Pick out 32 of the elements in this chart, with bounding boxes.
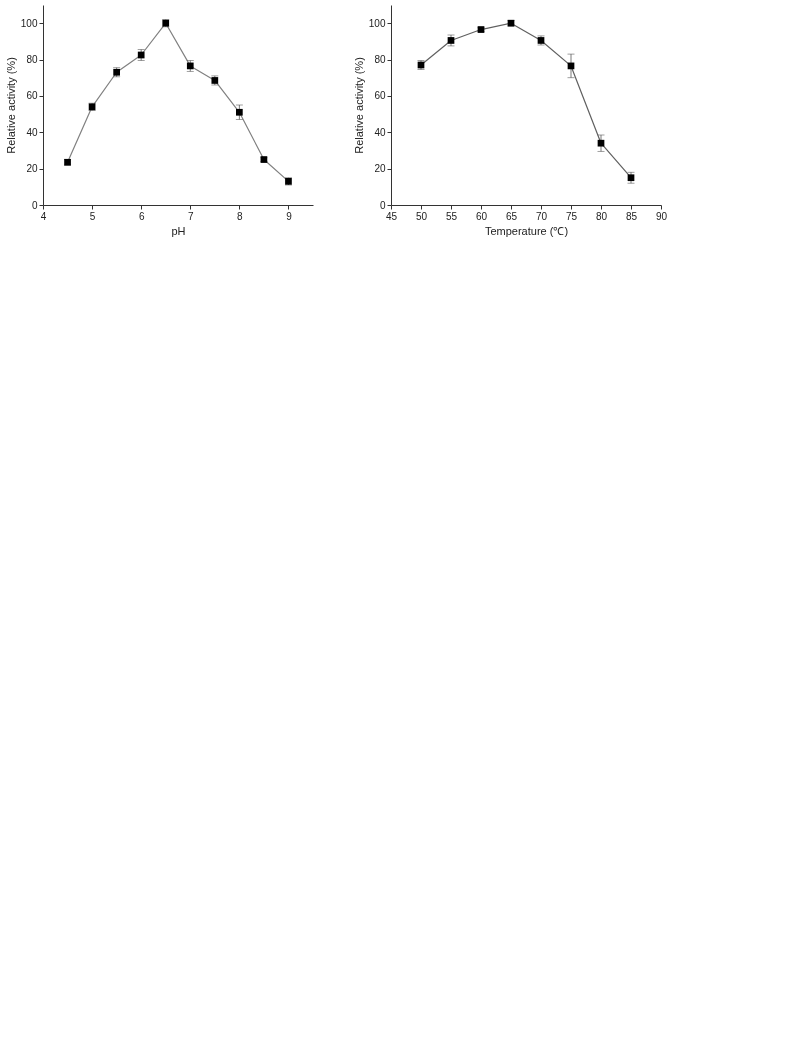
y-tick-label: 100: [20, 17, 38, 29]
y-tick-label: 20: [374, 163, 386, 175]
y-tick-label: 0: [31, 199, 38, 211]
x-tick-label: 50: [415, 210, 428, 222]
y-tick-label: 0: [379, 199, 386, 211]
y-axis-title: Relative activity (%): [352, 57, 365, 154]
x-tick-label: 85: [625, 210, 638, 222]
x-tick-label: 8: [237, 210, 244, 222]
x-tick-label: 60: [475, 210, 488, 222]
y-tick-label: 60: [26, 90, 38, 102]
x-tick-label: 90: [655, 210, 668, 222]
y-tick-label: 40: [374, 126, 386, 138]
x-tick-label: 80: [595, 210, 608, 222]
x-tick-label: 55: [445, 210, 458, 222]
x-axis-title: Temperature (℃): [484, 224, 569, 237]
x-tick-label: 9: [286, 210, 293, 222]
x-tick-label: 5: [89, 210, 96, 222]
y-tick-label: 80: [374, 54, 386, 66]
x-tick-label: 70: [535, 210, 548, 222]
x-tick-label: 75: [565, 210, 578, 222]
x-tick-label: 7: [187, 210, 194, 222]
y-axis-title: Relative activity (%): [4, 57, 17, 154]
x-tick-label: 4: [40, 210, 47, 222]
x-tick-label: 6: [138, 210, 145, 222]
y-tick-label: 60: [374, 90, 386, 102]
y-tick-label: 80: [26, 54, 38, 66]
y-tick-label: 100: [368, 17, 386, 29]
y-tick-label: 40: [26, 126, 38, 138]
y-tick-label: 20: [26, 163, 38, 175]
x-tick-label: 65: [505, 210, 518, 222]
x-axis-title: pH: [171, 224, 186, 237]
x-tick-label: 45: [385, 210, 398, 222]
